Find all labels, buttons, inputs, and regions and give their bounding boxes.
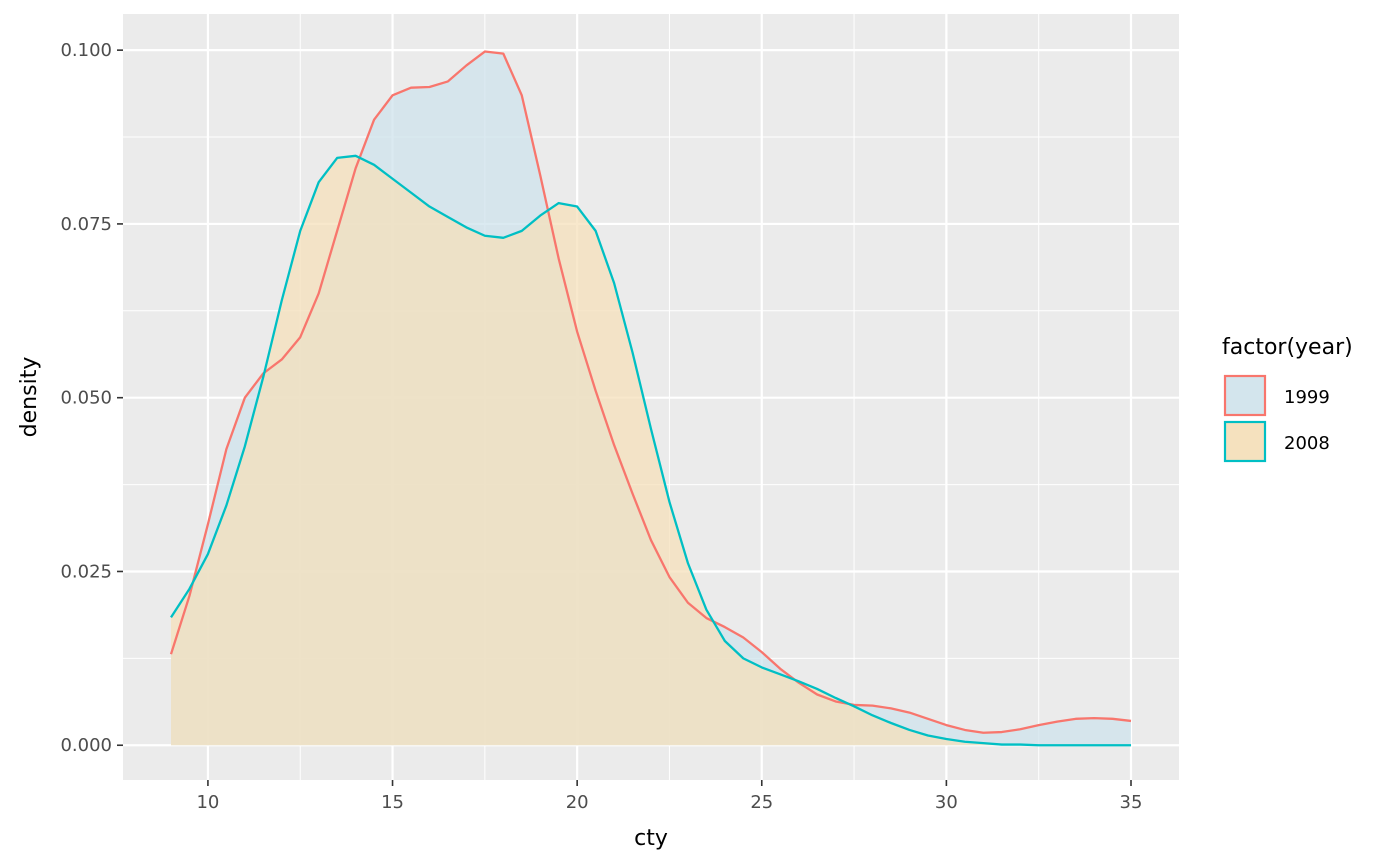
density-area-2008 xyxy=(171,155,1131,746)
density-line-2008 xyxy=(170,154,1131,747)
axis-ticks: 10 15 20 25 30 35 0.000 0.025 0.050 0.075 0.100 xyxy=(60,40,1142,813)
y-tick-label: 0.000 xyxy=(60,735,112,756)
x-tick-label: 10 xyxy=(196,792,219,813)
x-tick-label: 30 xyxy=(935,792,958,813)
x-tick-label: 25 xyxy=(750,792,773,813)
y-tick-label: 0.075 xyxy=(60,214,112,235)
x-tick-label: 15 xyxy=(381,792,404,813)
legend-title: factor(year) xyxy=(1222,335,1353,360)
x-tick-label: 35 xyxy=(1120,792,1143,813)
y-axis-title: density xyxy=(17,357,42,438)
x-axis-title: cty xyxy=(634,826,668,851)
density-series-layer xyxy=(169,50,1132,747)
y-tick-label: 0.025 xyxy=(60,561,112,582)
legend-key-swatch xyxy=(1223,420,1267,463)
legend-item-1999: 1999 xyxy=(1223,374,1330,417)
legend-item-2008: 2008 xyxy=(1223,420,1330,463)
legend-label: 2008 xyxy=(1284,433,1330,454)
legend-label: 1999 xyxy=(1284,387,1330,408)
x-tick-label: 20 xyxy=(566,792,589,813)
y-tick-label: 0.050 xyxy=(60,388,112,409)
legend-key-swatch xyxy=(1223,374,1267,417)
density-line-1999 xyxy=(169,50,1132,734)
legend: factor(year) 1999 2008 xyxy=(1222,335,1353,463)
y-tick-label: 0.100 xyxy=(60,40,112,61)
